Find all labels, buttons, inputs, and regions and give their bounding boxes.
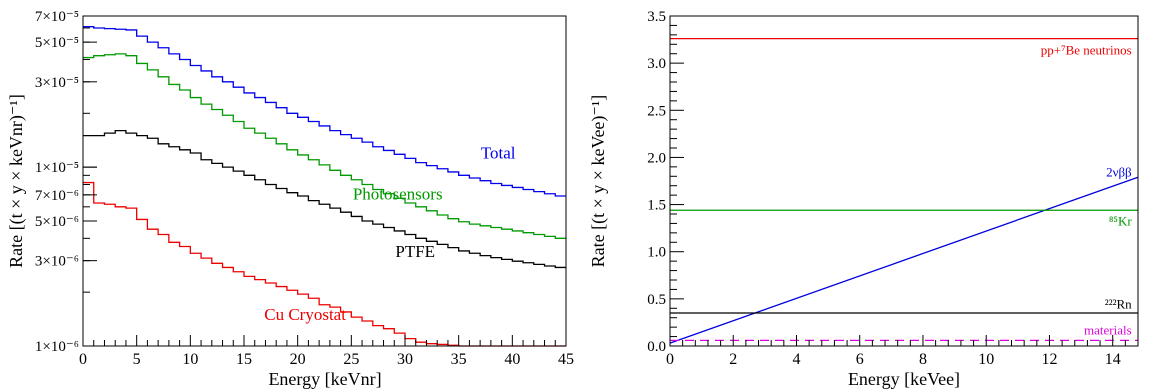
right-y-tick-label: 1.5 <box>647 198 666 214</box>
left-series-ptfe <box>83 129 566 269</box>
right-y-tick-label: 2.5 <box>647 103 666 119</box>
left-plot-frame <box>82 15 567 347</box>
left-x-tick-label: 0 <box>79 351 87 368</box>
left-y-tick-label: 5×10⁻⁵ <box>35 35 79 51</box>
right-x-tick-label: 4 <box>792 351 800 368</box>
left-x-tick-label: 15 <box>236 351 252 368</box>
left-series-label-total: Total <box>481 143 516 162</box>
left-series-total <box>83 26 566 197</box>
left-x-axis-label: Energy [keVnr] <box>268 369 381 389</box>
right-y-tick-label: 0.5 <box>647 292 666 308</box>
right-y-tick-label: 3.0 <box>647 56 666 72</box>
left-chart: 0 5 10 15 20 25 30 35 40 45 1×10⁻⁶ 3×10⁻⁶ 5×10⁻⁶ 7×10… <box>6 9 574 389</box>
right-series-label-2: 2νββ <box>1106 164 1132 179</box>
left-series-label-cu-cryostat: Cu Cryostat <box>264 305 346 324</box>
left-y-tick-label: 7×10⁻⁶ <box>35 188 79 204</box>
left-x-tick-label: 20 <box>290 351 306 368</box>
left-y-tick-label: 3×10⁻⁵ <box>35 75 79 91</box>
right-y-tick-label: 2.0 <box>647 150 666 166</box>
right-y-tick-label: 0.0 <box>647 339 666 355</box>
right-series-label-pp-be-neutrinos: pp+⁷Be neutrinos <box>1041 43 1132 58</box>
left-y-tick-label: 1×10⁻⁵ <box>35 160 79 176</box>
right-y-axis-label: Rate [(t × y × keVee)⁻¹] <box>588 95 609 268</box>
right-x-tick-label: 10 <box>978 351 994 368</box>
left-y-axis-label: Rate [(t × y × keVnr)⁻¹] <box>6 94 27 268</box>
right-series-label-materials: materials <box>1084 323 1132 338</box>
right-series-label-kr: ⁸⁵Kr <box>1109 213 1132 228</box>
left-y-tick-label: 3×10⁻⁶ <box>35 254 79 270</box>
left-y-tick-label: 7×10⁻⁵ <box>35 9 79 25</box>
left-y-tick-label: 1×10⁻⁶ <box>35 339 79 355</box>
left-series-cu-cryostat <box>83 181 566 347</box>
left-x-tick-label: 30 <box>397 351 413 368</box>
right-series-label-rn: ²²²Rn <box>1105 296 1132 311</box>
right-chart: 0 2 4 6 8 10 12 14 0.0 0.5 1.0 1.5 2.0 2.5 3.0 3.5 pp+⁷… <box>588 9 1139 389</box>
left-y-tick-label: 5×10⁻⁶ <box>35 214 79 230</box>
right-x-tick-label: 6 <box>856 351 864 368</box>
right-x-tick-label: 12 <box>1041 351 1057 368</box>
left-series-label-ptfe: PTFE <box>395 242 435 261</box>
left-series-label-photosensors: Photosensors <box>353 184 443 203</box>
left-x-tick-label: 10 <box>182 351 198 368</box>
right-x-tick-label: 14 <box>1105 351 1121 368</box>
left-x-tick-label: 45 <box>558 351 574 368</box>
left-x-tick-label: 25 <box>343 351 359 368</box>
right-y-tick-label: 3.5 <box>647 9 666 25</box>
right-x-tick-label: 2 <box>729 351 737 368</box>
right-plot-frame <box>669 15 1139 347</box>
right-series-2 <box>669 176 1139 344</box>
right-x-tick-label: 0 <box>666 351 674 368</box>
left-x-tick-label: 5 <box>133 351 141 368</box>
left-series-photosensors <box>83 53 566 239</box>
right-y-tick-label: 1.0 <box>647 245 666 261</box>
right-x-axis-label: Energy [keVee] <box>848 369 960 389</box>
left-x-tick-label: 35 <box>451 351 467 368</box>
right-x-tick-label: 8 <box>919 351 927 368</box>
left-x-tick-label: 40 <box>504 351 520 368</box>
